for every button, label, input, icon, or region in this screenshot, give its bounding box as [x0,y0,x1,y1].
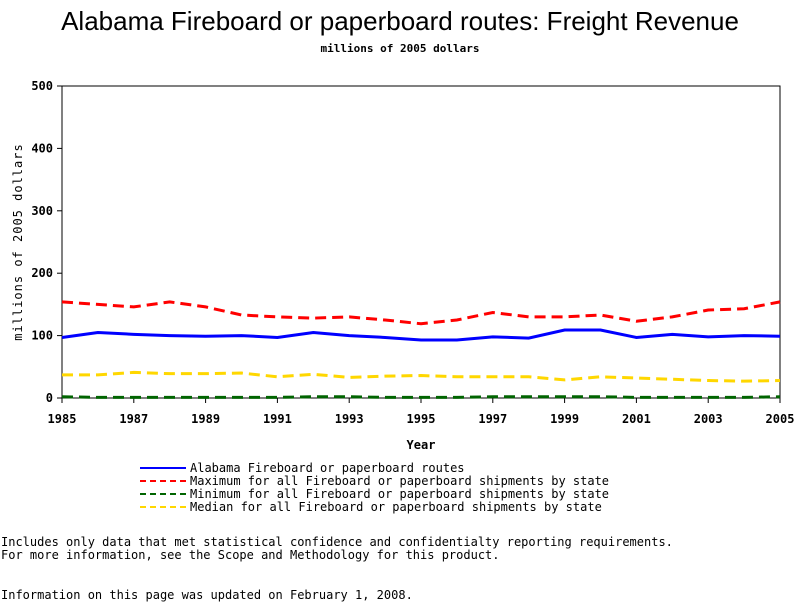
footnote-methodology: For more information, see the Scope and … [1,548,500,562]
x-tick-label: 1985 [48,412,77,426]
footnote-confidence: Includes only data that met statistical … [1,535,673,549]
series-line-1 [61,300,781,326]
x-tick-label: 2001 [622,412,651,426]
y-tick-label: 500 [31,79,53,93]
legend-item-alabama: Alabama Fireboard or paperboard routes [140,460,609,475]
y-tick-label: 100 [31,329,53,343]
legend-swatch-alabama [140,466,186,469]
chart-title: Alabama Fireboard or paperboard routes: … [61,6,739,36]
y-axis: 0 100 200 300 400 500 [31,79,62,405]
legend-item-median: Median for all Fireboard or paperboard s… [140,499,609,514]
legend-label-median: Median for all Fireboard or paperboard s… [190,499,602,514]
x-tick-label: 2005 [766,412,795,426]
legend-label-maximum: Maximum for all Fireboard or paperboard … [190,473,610,488]
update-notice: Information on this page was updated on … [1,588,413,602]
series-lines [61,300,781,399]
plot-frame [61,85,781,399]
legend-label-alabama: Alabama Fireboard or paperboard routes [190,460,465,475]
footnotes: Includes only data that met statistical … [1,536,673,562]
x-axis-label: Year [407,438,436,452]
series-line-3 [62,370,781,383]
legend-swatch-median [140,505,186,508]
x-tick-label: 1991 [263,412,292,426]
y-tick-label: 0 [46,391,53,405]
y-tick-label: 300 [31,204,53,218]
y-tick-label: 400 [31,141,53,155]
series-line-0 [61,328,781,342]
y-axis-label: millions of 2005 dollars [11,143,25,340]
chart-legend: Alabama Fireboard or paperboard routes M… [140,460,610,514]
x-tick-label: 1999 [550,412,579,426]
x-tick-label: 1987 [119,412,148,426]
legend-label-minimum: Minimum for all Fireboard or paperboard … [190,486,610,501]
x-tick-label: 1989 [191,412,220,426]
line-chart: 0 100 200 300 400 500 1985 1987 1989 1991 1993 199… [11,79,795,452]
legend-swatch-minimum [140,492,186,495]
y-tick-label: 200 [31,266,53,280]
legend-swatch-maximum [140,479,186,482]
x-tick-label: 1993 [335,412,364,426]
x-tick-label: 1997 [478,412,507,426]
series-line-2 [61,395,781,399]
legend-item-minimum: Minimum for all Fireboard or paperboard … [140,486,610,501]
legend-item-maximum: Maximum for all Fireboard or paperboard … [140,473,610,488]
x-tick-label: 2003 [694,412,723,426]
chart-subtitle: millions of 2005 dollars [320,42,480,55]
x-tick-label: 1995 [407,412,436,426]
x-axis: 1985 1987 1989 1991 1993 1995 1997 1999 2001 2003… [48,398,795,426]
